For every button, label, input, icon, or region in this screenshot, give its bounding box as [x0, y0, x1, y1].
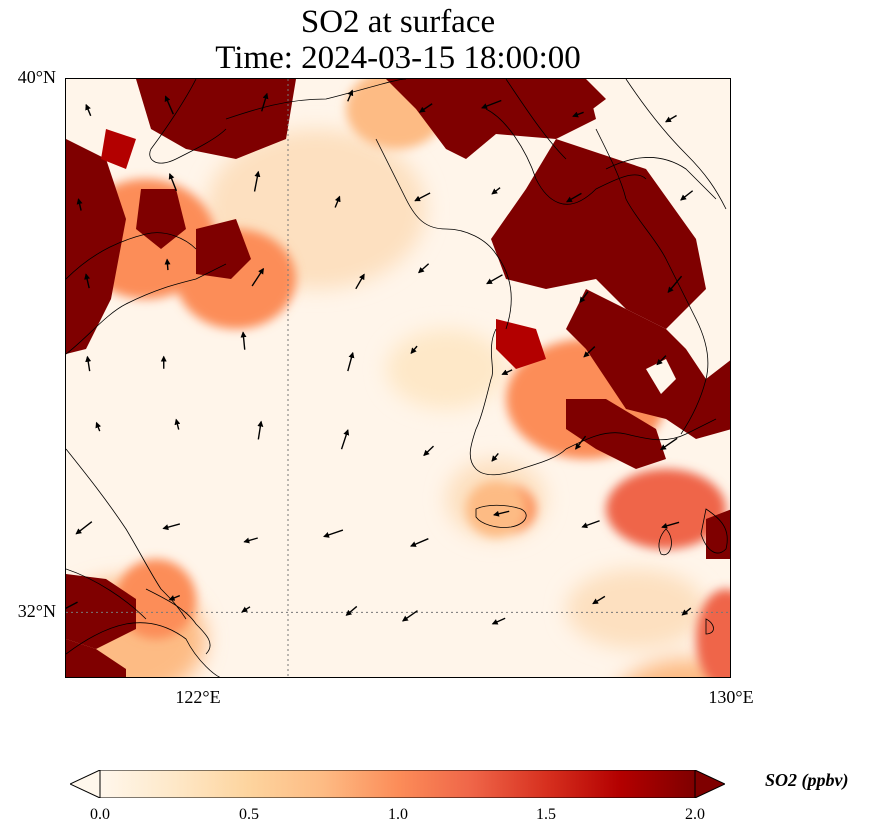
wind-arrow — [501, 369, 513, 376]
wind-arrow — [491, 617, 506, 625]
wind-arrow — [85, 103, 92, 117]
wind-arrow — [240, 331, 247, 350]
wind-arrow — [66, 601, 78, 609]
wind-arrow — [418, 263, 430, 274]
wind-arrow — [579, 291, 589, 304]
wind-arrow — [656, 355, 667, 366]
wind-arrow — [347, 89, 354, 102]
wind-arrow — [85, 355, 92, 372]
wind-arrow — [345, 605, 358, 616]
wind-arrow — [257, 420, 264, 440]
colorbar-tick-4: 2.0 — [685, 806, 705, 823]
wind-arrow — [174, 418, 181, 430]
so2-field-high — [66, 79, 730, 677]
colorbar-tick-2: 1.0 — [388, 806, 408, 823]
wind-arrow — [261, 92, 269, 112]
wind-arrow — [572, 111, 584, 118]
wind-arrow — [251, 267, 264, 287]
lat-label-32: 32°N — [17, 601, 56, 621]
wind-arrow — [84, 273, 91, 289]
wind-arrow — [414, 192, 431, 202]
lon-label-122: 122°E — [175, 687, 221, 707]
wind-arrow — [253, 170, 261, 192]
map-title-line2: Time: 2024-03-15 18:00:00 — [215, 40, 581, 76]
wind-arrow — [423, 445, 434, 457]
wind-arrow — [243, 537, 258, 544]
coastlines — [66, 79, 728, 677]
wind-arrow — [164, 258, 171, 271]
wind-arrow — [581, 520, 600, 529]
colorbar-tick-0: 0.0 — [90, 806, 110, 823]
wind-arrow — [168, 172, 178, 192]
wind-arrow — [491, 187, 501, 195]
wind-arrow — [164, 95, 174, 115]
map-title-line1: SO2 at surface — [300, 4, 496, 40]
wind-arrow — [75, 521, 93, 535]
wind-arrow — [95, 421, 102, 432]
wind-arrow — [661, 521, 680, 529]
wind-arrow — [162, 523, 181, 531]
so2-map-canvas — [66, 79, 730, 677]
colorbar-tick-3: 1.5 — [536, 806, 556, 823]
wind-arrow — [401, 610, 418, 622]
so2-map — [65, 78, 731, 678]
wind-arrow — [76, 198, 83, 211]
wind-arrow — [665, 114, 677, 123]
coastline-shandong — [66, 232, 197, 280]
wind-arrow — [355, 273, 365, 290]
wind-vector-field — [66, 89, 694, 625]
wind-arrow — [340, 429, 350, 450]
wind-arrow — [486, 274, 503, 285]
wind-arrow — [592, 595, 606, 605]
wind-arrow — [323, 529, 344, 538]
colorbar — [70, 770, 725, 798]
wind-arrow — [660, 437, 678, 451]
gridlines — [66, 79, 730, 677]
lon-label-130: 130°E — [708, 687, 754, 707]
wind-arrow — [347, 351, 355, 372]
wind-arrow — [419, 103, 433, 113]
wind-arrow — [491, 452, 499, 462]
wind-arrow — [410, 538, 429, 547]
lat-label-40: 40°N — [17, 67, 56, 87]
wind-arrow — [667, 275, 683, 294]
wind-arrow — [575, 435, 587, 450]
wind-arrow — [680, 190, 694, 201]
wind-arrow — [493, 510, 510, 517]
colorbar-tick-1: 0.5 — [239, 806, 259, 823]
wind-arrow — [681, 607, 692, 616]
colorbar-extend-max — [694, 770, 725, 798]
wind-arrow — [481, 99, 502, 109]
colorbar-gradient — [99, 770, 696, 798]
wind-arrow — [566, 192, 582, 203]
colorbar-label: SO2 (ppbv) — [765, 770, 849, 790]
wind-arrow — [168, 594, 181, 601]
colorbar-extend-min — [70, 770, 101, 798]
jeju-island-coast — [475, 504, 527, 528]
wind-arrow — [410, 345, 418, 355]
wind-arrow — [241, 606, 251, 613]
wind-arrow — [334, 195, 341, 208]
wind-arrow — [583, 346, 596, 358]
